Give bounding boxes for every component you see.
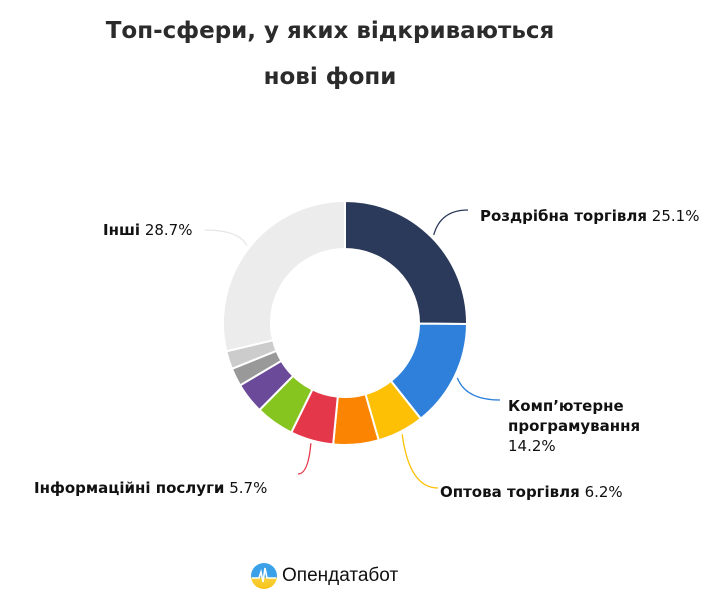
label-programming: Комп’ютерне програмування 14.2%: [508, 397, 641, 455]
logo-text: Опендатабот: [282, 565, 399, 586]
leader-line-4: [297, 443, 312, 475]
chart-title-line-1: Топ-сфери, у яких відкриваються: [105, 18, 555, 44]
opendatabot-logo: Опендатабот: [250, 562, 398, 590]
label-retail: Роздрібна торгівля 25.1%: [480, 207, 700, 225]
leader-line-9: [204, 229, 248, 246]
logo-icon: [251, 563, 277, 589]
leader-line-2: [401, 434, 439, 489]
donut-slice-9: [222, 199, 346, 353]
leader-line-1: [456, 377, 501, 401]
label-other: Інші 28.7%: [103, 221, 193, 239]
leader-line-0: [433, 209, 469, 236]
label-wholesale: Оптова торгівля 6.2%: [440, 483, 623, 501]
label-info-services: Інформаційні послуги 5.7%: [34, 479, 268, 497]
chart-title-line-2: нові фопи: [263, 64, 397, 90]
donut-slice-0: [344, 199, 468, 325]
